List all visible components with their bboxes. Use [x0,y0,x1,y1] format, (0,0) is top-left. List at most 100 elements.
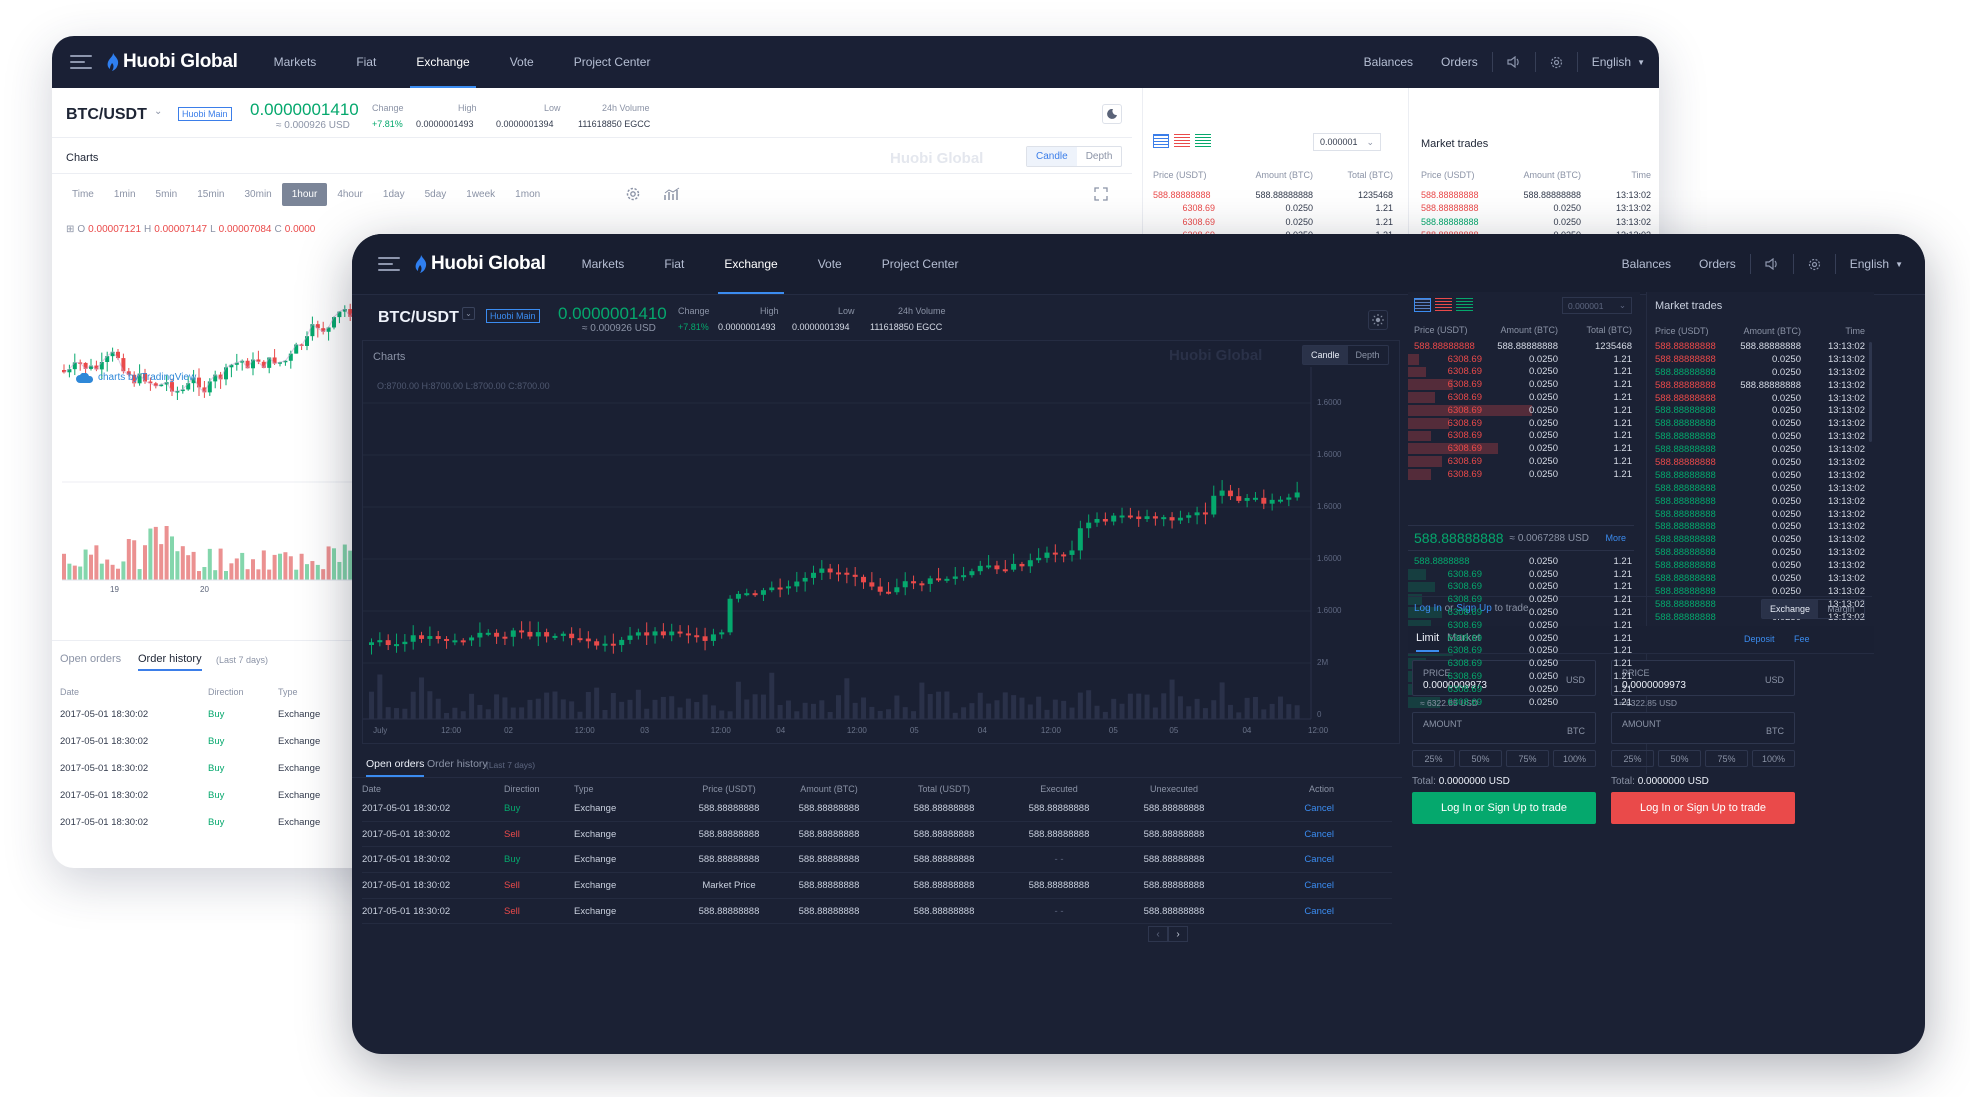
book-both-icon[interactable] [1414,298,1431,312]
buy-pct-25[interactable]: 25% [1412,750,1455,767]
bid-row[interactable]: 6308.69 0.0250 1.21 [1408,683,1634,696]
depth-tab[interactable]: Depth [1355,350,1380,360]
nav-project-center[interactable]: Project Center [881,257,959,271]
ask-row[interactable]: 588.88888888 588.88888888 1235468 [1408,340,1634,353]
timeframe-1day[interactable]: 1day [382,189,405,200]
ask-row[interactable]: 6308.69 0.0250 1.21 [1408,455,1634,468]
book-asks-icon[interactable] [1435,298,1452,312]
nav-vote[interactable]: Vote [817,257,842,271]
indicator-icon[interactable] [664,187,680,201]
bid-row[interactable]: 6308.69 0.0250 1.21 [1408,632,1634,645]
sell-button[interactable]: Log In or Sign Up to trade [1611,792,1795,824]
tab-open-orders[interactable]: Open orders [366,758,425,777]
logo[interactable]: Huobi Global [106,51,238,73]
candle-tab[interactable]: Candle [1027,147,1077,166]
tab-order-history[interactable]: Order history [138,653,202,671]
tab-open-orders[interactable]: Open orders [60,653,122,665]
cancel-link[interactable]: Cancel [1304,802,1334,814]
expand-icon[interactable]: ⊞ [66,224,75,235]
book-both-icon[interactable] [1153,134,1169,148]
deposit-link[interactable]: Deposit [1744,634,1775,644]
sell-pct-75[interactable]: 75% [1705,750,1748,767]
book-bids-icon[interactable] [1195,134,1211,148]
next-page-icon[interactable]: › [1168,926,1188,942]
cancel-link[interactable]: Cancel [1304,879,1334,891]
ask-row[interactable]: 6308.69 0.0250 1.21 [1408,442,1634,455]
speaker-icon[interactable] [1493,36,1535,88]
ask-row[interactable]: 6308.69 0.0250 1.21 [1408,430,1634,443]
buy-button[interactable]: Log In or Sign Up to trade [1412,792,1596,824]
timeframe-30min[interactable]: 30min [244,189,272,200]
sell-amount-input[interactable]: AMOUNT BTC [1611,712,1795,744]
buy-pct-75[interactable]: 75% [1506,750,1549,767]
nav-orders[interactable]: Orders [1441,55,1478,69]
language-select[interactable]: English ▼ [1578,36,1659,88]
bid-row[interactable]: 6308.69 0.0250 1.21 [1408,670,1634,683]
nav-orders[interactable]: Orders [1699,257,1736,271]
speaker-icon[interactable] [1751,234,1793,294]
buy-pct-50[interactable]: 50% [1459,750,1502,767]
cancel-link[interactable]: Cancel [1304,854,1334,866]
tab-order-history[interactable]: Order history [427,758,488,770]
fee-link[interactable]: Fee [1794,634,1810,644]
bid-row[interactable]: 6308.69 0.0250 1.21 [1408,696,1634,709]
timeframe-15min[interactable]: 15min [197,189,225,200]
price-chart[interactable]: 1.6000 1.6000 1.6000 1.6000 1.6000 2M 0 July 12:… [363,367,1401,743]
bid-row[interactable]: 588.8888888 0.0250 1.21 [1408,555,1634,568]
ask-row[interactable]: 6308.69 0.0250 1.21 [1408,353,1634,366]
ask-row[interactable]: 6308.69 0.0250 1.21 [1408,404,1634,417]
margin-tab[interactable]: Margin [1827,604,1855,614]
prev-page-icon[interactable]: ‹ [1148,926,1168,942]
bid-row[interactable]: 6308.69 0.0250 1.21 [1408,581,1634,594]
timeframe-4hour[interactable]: 4hour [337,189,363,200]
buy-price-input[interactable]: PRICE 0.0000009973 USD [1412,660,1596,696]
cancel-link[interactable]: Cancel [1304,905,1334,917]
nav-project-center[interactable]: Project Center [573,55,651,69]
fullscreen-icon[interactable] [1094,187,1108,201]
nav-exchange[interactable]: Exchange [396,36,489,88]
ask-row[interactable]: 6308.69 0.0250 1.21 [1408,468,1634,481]
more-link[interactable]: More [1605,533,1626,543]
signup-link[interactable]: Sign Up [1456,603,1492,614]
bid-row[interactable]: 6308.69 0.0250 1.21 [1408,619,1634,632]
tradingview-link[interactable]: charts by TradingView [76,372,196,383]
timeframe-Time[interactable]: Time [72,189,94,200]
ask-row[interactable]: 6308.69 0.0250 1.21 [1408,391,1634,404]
ask-row[interactable]: 6308.69 0.0250 1.21 [1408,378,1634,391]
nav-vote[interactable]: Vote [509,55,534,69]
bid-row[interactable]: 6308.69 0.0250 1.21 [1408,606,1634,619]
nav-markets[interactable]: Markets [273,55,317,69]
settings-icon[interactable] [1794,234,1835,294]
menu-icon[interactable] [70,55,92,69]
precision-select[interactable]: 0.000001 ⌄ [1562,297,1632,314]
exchange-tab[interactable]: Exchange [1762,600,1819,618]
orderbook-row[interactable]: 588.88888888 588.88888888 1235468 [1153,188,1393,202]
pair-name[interactable]: BTC/USDT [378,309,459,326]
nav-fiat[interactable]: Fiat [356,55,377,69]
buy-pct-100[interactable]: 100% [1553,750,1596,767]
sell-price-input[interactable]: PRICE 0.0000009973 USD [1611,660,1795,696]
timeframe-1mon[interactable]: 1mon [515,189,541,200]
logo[interactable]: Huobi Global [414,253,546,275]
trades-scrollbar[interactable] [1869,342,1872,442]
book-bids-icon[interactable] [1456,298,1473,312]
timeframe-1min[interactable]: 1min [113,189,136,200]
nav-exchange[interactable]: Exchange [704,234,797,294]
timeframe-5day[interactable]: 5day [424,189,447,200]
bid-row[interactable]: 6308.69 0.0250 1.21 [1408,645,1634,658]
candle-tab[interactable]: Candle [1303,346,1348,364]
timeframe-5min[interactable]: 5min [155,189,178,200]
price-chart[interactable]: 19 20 [62,260,362,640]
nav-balances[interactable]: Balances [1621,257,1672,271]
ask-row[interactable]: 6308.69 0.0250 1.21 [1408,366,1634,379]
sell-pct-25[interactable]: 25% [1611,750,1654,767]
login-link[interactable]: Log In [1414,603,1442,614]
bid-row[interactable]: 6308.69 0.0250 1.21 [1408,568,1634,581]
tab-market[interactable]: Market [1447,632,1481,644]
nav-fiat[interactable]: Fiat [664,257,685,271]
bid-row[interactable]: 6308.69 0.0250 1.21 [1408,657,1634,670]
cancel-link[interactable]: Cancel [1304,828,1334,840]
chevron-down-icon[interactable]: ⌄ [462,307,475,320]
depth-tab[interactable]: Depth [1085,151,1113,162]
timeframe-1hour[interactable]: 1hour [281,183,328,206]
